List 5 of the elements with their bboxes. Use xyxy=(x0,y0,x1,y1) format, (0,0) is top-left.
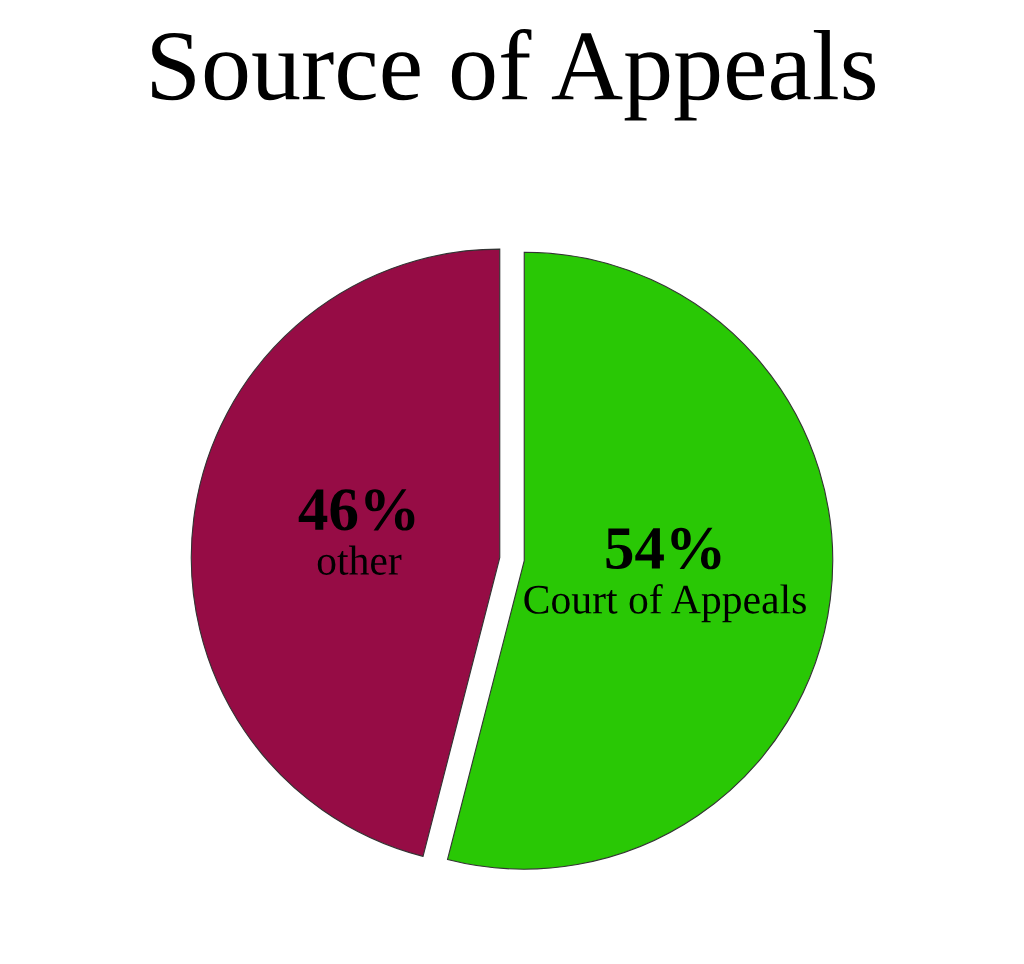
slice-label: other xyxy=(317,545,402,575)
slice-label: Court of Appeals xyxy=(524,584,806,623)
data-label: 46% xyxy=(298,489,415,531)
chart-title: Source of Appeals xyxy=(152,28,875,121)
data-label: 54% xyxy=(606,527,721,570)
